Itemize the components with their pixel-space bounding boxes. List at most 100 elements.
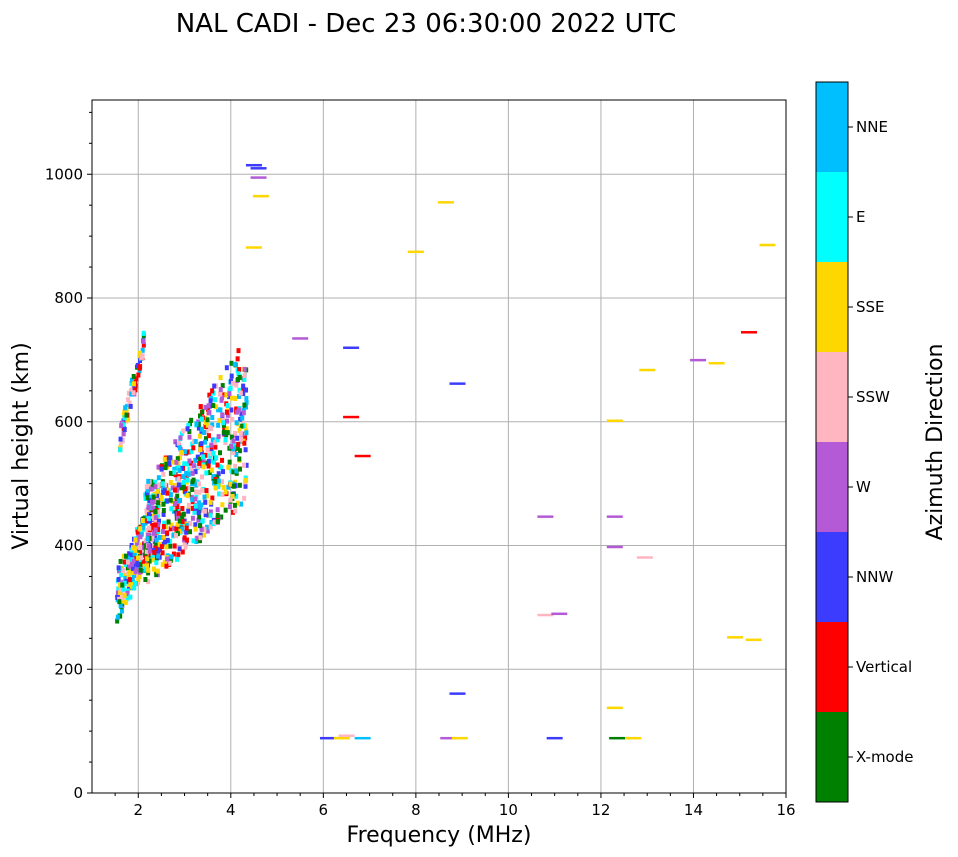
echo-point — [224, 365, 229, 371]
echo-point — [153, 515, 158, 521]
echo-point — [193, 439, 198, 445]
echo-point — [158, 547, 163, 553]
echo-point — [176, 508, 181, 514]
echo-point — [235, 435, 240, 441]
isolated-echo — [252, 194, 269, 198]
echo-point — [203, 452, 208, 458]
echo-point — [156, 522, 161, 528]
echo-point — [193, 526, 198, 532]
echo-point — [171, 505, 176, 511]
echo-point — [207, 470, 212, 476]
y-axis-ticks: 0 200 400 600 800 1000 — [45, 111, 92, 802]
echo-point — [115, 618, 120, 624]
grid-lines — [92, 100, 787, 794]
echo-point — [169, 506, 174, 512]
echo-point — [135, 552, 140, 558]
echo-point — [161, 501, 166, 507]
echo-point — [165, 537, 170, 543]
echo-point — [115, 614, 120, 620]
isolated-echo — [440, 736, 457, 740]
echo-point — [231, 438, 236, 444]
echo-point — [138, 567, 143, 573]
echo-point — [146, 512, 151, 518]
echo-point — [234, 451, 239, 457]
echo-point — [181, 511, 186, 517]
echo-point — [179, 450, 184, 456]
echo-point — [171, 551, 176, 557]
echo-point — [200, 416, 205, 422]
echo-point — [196, 425, 201, 431]
echo-point — [137, 542, 142, 548]
echo-point — [172, 469, 177, 475]
echo-point — [134, 376, 139, 382]
echo-point — [167, 538, 172, 544]
echo-point — [243, 435, 248, 441]
echo-point — [155, 568, 160, 574]
echo-point — [229, 407, 234, 413]
echo-point — [150, 499, 155, 505]
x-tick-label: 14 — [684, 801, 703, 819]
echo-point — [180, 526, 185, 532]
echo-point — [161, 511, 166, 517]
echo-point — [202, 439, 207, 445]
x-tick-label: 10 — [499, 801, 518, 819]
echo-point — [231, 509, 236, 515]
echo-point — [237, 456, 242, 462]
echo-point — [171, 532, 176, 538]
echo-point — [193, 522, 198, 528]
echo-point — [194, 482, 199, 488]
colorbar-segment — [816, 712, 848, 802]
isolated-echo — [343, 415, 360, 419]
echo-point — [156, 527, 161, 533]
echo-point — [204, 429, 209, 435]
echo-point — [167, 560, 172, 566]
echo-point — [213, 479, 218, 485]
echo-point — [198, 504, 203, 510]
echo-point — [208, 509, 213, 515]
echo-point — [198, 535, 203, 541]
echo-point — [203, 405, 208, 411]
echo-point — [122, 426, 127, 432]
echo-point — [145, 487, 150, 493]
echo-point — [177, 455, 182, 461]
echo-point — [153, 509, 158, 515]
echo-point — [173, 533, 178, 539]
echo-point — [223, 437, 228, 443]
echo-point — [222, 426, 227, 432]
echo-point — [126, 397, 131, 403]
echo-point — [220, 383, 225, 389]
echo-point — [179, 485, 184, 491]
echo-point — [182, 461, 187, 467]
echo-point — [154, 541, 159, 547]
isolated-echo — [727, 636, 744, 639]
echo-point — [135, 529, 140, 535]
echo-point — [178, 498, 183, 504]
echo-point — [146, 478, 151, 484]
echo-point — [160, 562, 165, 568]
echo-point — [169, 554, 174, 560]
echo-point — [182, 449, 187, 455]
echo-point — [119, 579, 124, 585]
echo-point — [151, 505, 156, 511]
echo-point — [195, 536, 200, 542]
echo-point — [234, 406, 239, 412]
echo-point — [239, 423, 244, 429]
echo-point — [217, 491, 222, 497]
echo-point — [155, 488, 160, 494]
echo-point — [212, 383, 217, 389]
echo-point — [126, 581, 131, 587]
echo-point — [175, 522, 180, 528]
echo-point — [130, 566, 135, 572]
x-tick-label: 12 — [591, 801, 610, 819]
echo-point — [152, 549, 157, 555]
y-tick-label: 400 — [54, 537, 83, 555]
echo-point — [122, 559, 127, 565]
echo-point — [150, 516, 155, 522]
echo-point — [215, 437, 220, 443]
echo-point — [186, 485, 191, 491]
echo-point — [216, 422, 221, 428]
echo-point — [126, 584, 131, 590]
echo-point — [170, 485, 175, 491]
echo-point — [132, 573, 137, 579]
echo-point — [121, 568, 126, 574]
